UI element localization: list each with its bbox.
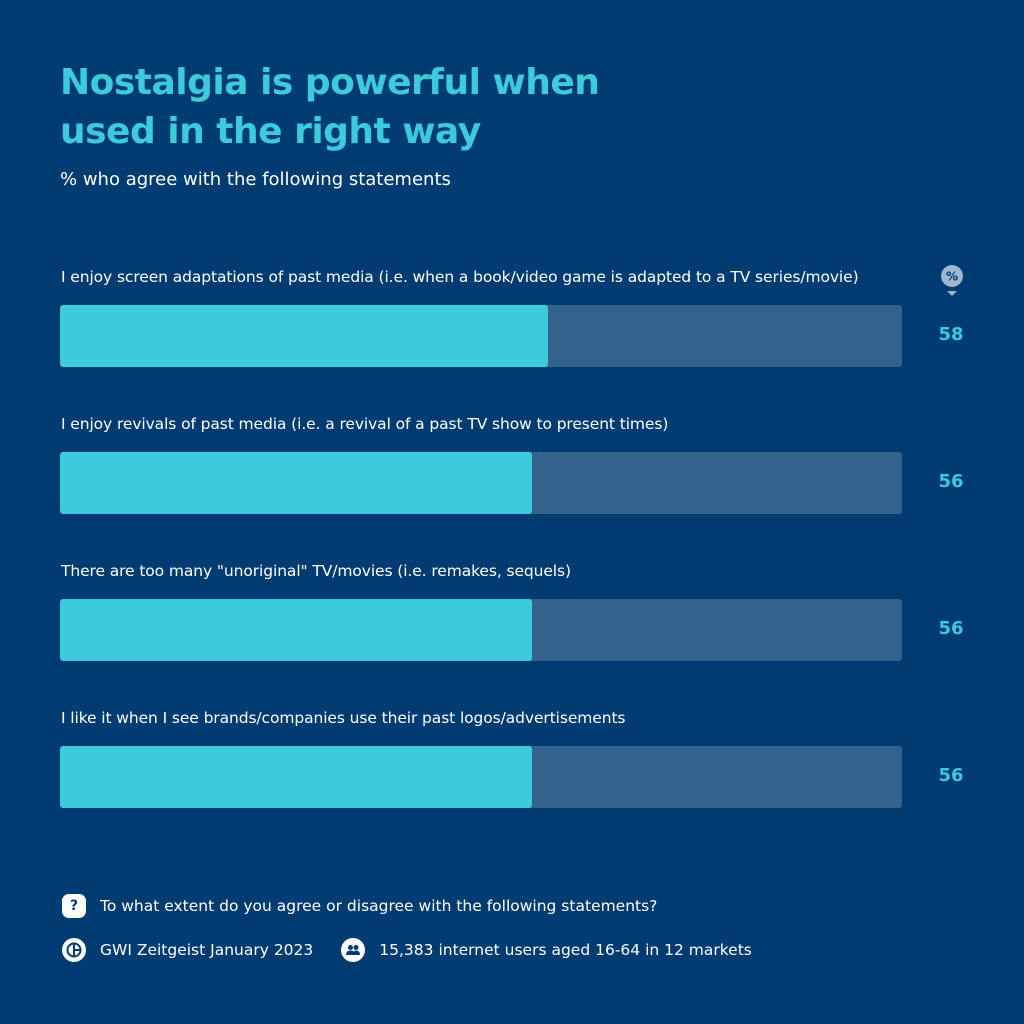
bar-label: I enjoy revivals of past media (i.e. a r… xyxy=(61,415,669,433)
bar xyxy=(60,452,532,514)
bar xyxy=(60,599,532,661)
sample-text: 15,383 internet users aged 16-64 in 12 m… xyxy=(379,941,752,959)
bar-track xyxy=(60,452,902,514)
bar-track xyxy=(60,599,902,661)
bar-value-label: 58 xyxy=(938,324,964,345)
footer-question: ? To what extent do you agree or disagre… xyxy=(62,894,657,918)
bar-track xyxy=(60,305,902,367)
percent-unit-icon: % xyxy=(941,265,963,296)
footer-source: GWI Zeitgeist January 2023 15,383 intern… xyxy=(62,938,752,962)
bar xyxy=(60,746,532,808)
question-text: To what extent do you agree or disagree … xyxy=(100,897,658,915)
bar xyxy=(60,305,549,367)
chart-title: Nostalgia is powerful when used in the r… xyxy=(60,62,600,152)
users-icon xyxy=(341,938,366,962)
bar-track xyxy=(60,746,902,808)
bar-value-label: 56 xyxy=(938,471,964,492)
bar-label: I like it when I see brands/companies us… xyxy=(61,709,626,727)
bar-value-label: 56 xyxy=(938,618,964,639)
percent-unit-label: % xyxy=(946,270,958,284)
chart-subtitle: % who agree with the following statement… xyxy=(60,169,451,190)
bar-value-label: 56 xyxy=(938,765,964,786)
source-text: GWI Zeitgeist January 2023 xyxy=(100,941,314,959)
question-icon: ? xyxy=(62,894,86,918)
gwi-logo-icon xyxy=(62,938,86,962)
bar-label: There are too many "unoriginal" TV/movie… xyxy=(61,562,571,580)
bar-label: I enjoy screen adaptations of past media… xyxy=(61,268,859,286)
